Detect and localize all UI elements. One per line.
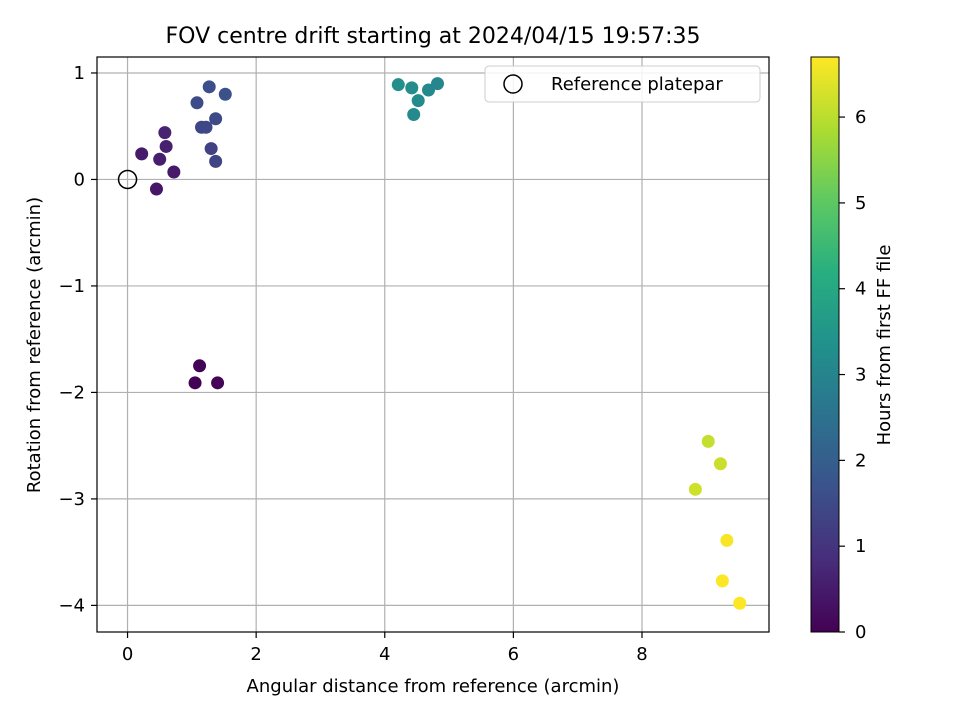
data-point bbox=[167, 165, 181, 179]
colorbar-tick-label: 3 bbox=[855, 365, 866, 386]
colorbar bbox=[810, 56, 840, 633]
x-axis-ticks: 0 2 4 6 8 bbox=[122, 632, 648, 665]
data-point bbox=[411, 94, 425, 108]
y-tick-label: −2 bbox=[58, 382, 85, 403]
colorbar-tick-label: 6 bbox=[855, 107, 866, 128]
colorbar-label: Hours from first FF file bbox=[874, 245, 895, 446]
data-point bbox=[431, 77, 445, 91]
y-axis-label: Rotation from reference (arcmin) bbox=[24, 197, 45, 493]
y-tick-label: −1 bbox=[58, 276, 85, 297]
data-point bbox=[715, 574, 729, 588]
data-point bbox=[193, 359, 207, 373]
y-axis-ticks: 1 0 −1 −2 −3 −4 bbox=[58, 63, 97, 616]
data-point bbox=[688, 482, 702, 496]
data-point bbox=[202, 80, 216, 94]
y-tick-label: 0 bbox=[74, 169, 85, 190]
data-point bbox=[188, 376, 202, 390]
data-point bbox=[190, 96, 204, 110]
data-point bbox=[159, 139, 173, 153]
grid-lines bbox=[97, 57, 769, 632]
x-axis-label: Angular distance from reference (arcmin) bbox=[247, 676, 620, 697]
legend-label: Reference platepar bbox=[551, 74, 723, 95]
y-tick-label: −4 bbox=[58, 595, 85, 616]
data-point bbox=[135, 147, 149, 161]
chart-title: FOV centre drift starting at 2024/04/15 … bbox=[166, 24, 701, 49]
x-tick-label: 6 bbox=[508, 644, 519, 665]
x-tick-label: 0 bbox=[122, 644, 133, 665]
data-point bbox=[701, 434, 715, 448]
colorbar-tick-label: 2 bbox=[855, 450, 866, 471]
data-point bbox=[421, 83, 435, 97]
reference-platepar-marker bbox=[117, 169, 138, 190]
x-tick-label: 4 bbox=[379, 644, 390, 665]
data-point bbox=[720, 533, 734, 547]
data-point bbox=[733, 596, 747, 610]
legend: Reference platepar bbox=[484, 65, 761, 103]
data-point bbox=[218, 87, 232, 101]
legend-open-circle-icon bbox=[503, 74, 523, 94]
data-point bbox=[211, 376, 225, 390]
data-point bbox=[149, 182, 163, 196]
colorbar-tick-label: 4 bbox=[855, 279, 866, 300]
plot-frame bbox=[96, 56, 770, 633]
data-point bbox=[713, 457, 727, 471]
colorbar-tick-label: 0 bbox=[855, 622, 866, 643]
data-point bbox=[209, 154, 223, 168]
data-point bbox=[209, 112, 223, 126]
data-points bbox=[135, 77, 747, 610]
data-point bbox=[407, 108, 421, 121]
x-tick-label: 8 bbox=[636, 644, 647, 665]
data-point bbox=[405, 81, 419, 95]
data-point bbox=[158, 126, 172, 140]
data-point bbox=[391, 78, 405, 92]
data-point bbox=[204, 142, 218, 156]
colorbar-tick-label: 5 bbox=[855, 193, 866, 214]
colorbar-tick-label: 1 bbox=[855, 536, 866, 557]
y-tick-label: −3 bbox=[58, 489, 85, 510]
y-tick-label: 1 bbox=[74, 63, 85, 84]
colorbar-ticks: 0 1 2 3 4 5 6 bbox=[839, 107, 866, 643]
x-tick-label: 2 bbox=[250, 644, 261, 665]
data-point bbox=[153, 152, 167, 166]
legend-box bbox=[484, 65, 761, 103]
data-point bbox=[199, 120, 213, 134]
